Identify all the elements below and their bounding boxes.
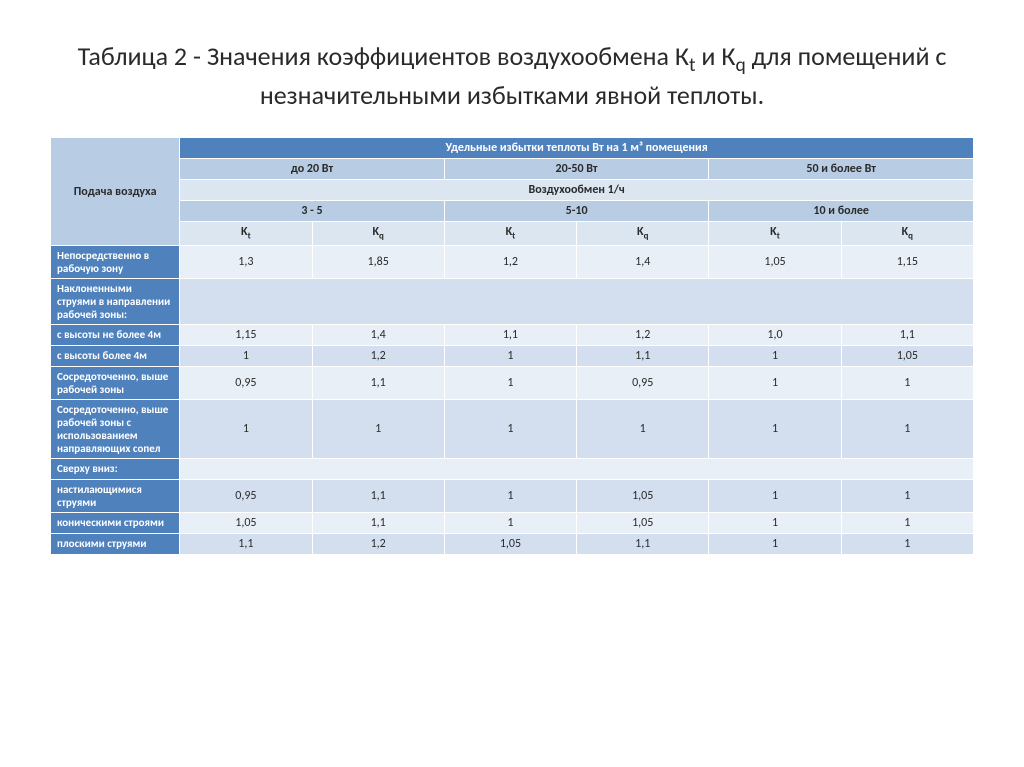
page-container: Таблица 2 - Значения коэффициентов возду… (0, 0, 1024, 585)
exchange-col-0: 3 - 5 (180, 201, 445, 222)
k-label-2: Kt (444, 222, 576, 245)
table-row: Наклоненными струями в направлении рабоч… (51, 278, 974, 324)
data-cell: 1,1 (312, 479, 444, 512)
row-label: плоскими струями (51, 533, 180, 554)
data-cell: 1,1 (577, 345, 709, 366)
data-cell: 1,85 (312, 245, 444, 278)
data-cell: 1,2 (577, 324, 709, 345)
heat-col-1: 20-50 Вт (444, 159, 709, 180)
empty-cell (180, 278, 974, 324)
exchange-col-1: 5-10 (444, 201, 709, 222)
heat-col-0: до 20 Вт (180, 159, 445, 180)
exchange-col-2: 10 и более (709, 201, 974, 222)
table-row: с высоты более 4м11,211,111,05 (51, 345, 974, 366)
data-cell: 1 (709, 366, 841, 399)
data-cell: 1 (841, 479, 973, 512)
data-cell: 1,05 (577, 479, 709, 512)
row-label: с высоты более 4м (51, 345, 180, 366)
data-cell: 1 (180, 399, 312, 458)
data-cell: 1 (312, 399, 444, 458)
data-cell: 1 (709, 479, 841, 512)
data-cell: 1,1 (180, 533, 312, 554)
data-cell: 1,3 (180, 245, 312, 278)
data-cell: 1,15 (180, 324, 312, 345)
row-label: Сосредоточенно, выше рабочей зоны с испо… (51, 399, 180, 458)
title-sub-q: q (735, 53, 745, 77)
data-cell: 1,1 (312, 366, 444, 399)
data-cell: 0,95 (180, 366, 312, 399)
data-cell: 1,1 (312, 512, 444, 533)
k-label-5: Kq (841, 222, 973, 245)
data-cell: 1,2 (444, 245, 576, 278)
table-row: Сосредоточенно, выше рабочей зоны с испо… (51, 399, 974, 458)
k-label-3: Kq (577, 222, 709, 245)
table-row: Сверху вниз: (51, 458, 974, 479)
data-cell: 1,05 (577, 512, 709, 533)
data-cell: 1 (841, 533, 973, 554)
data-cell: 1,2 (312, 345, 444, 366)
data-cell: 1 (841, 512, 973, 533)
row-label: Сосредоточенно, выше рабочей зоны (51, 366, 180, 399)
k-label-row: Kt Kq Kt Kq Kt Kq (51, 222, 974, 245)
data-cell: 1 (444, 479, 576, 512)
data-cell: 1,4 (312, 324, 444, 345)
row-label: Сверху вниз: (51, 458, 180, 479)
table-row: с высоты не более 4м1,151,41,11,21,01,1 (51, 324, 974, 345)
row-label: Непосредственно в рабочую зону (51, 245, 180, 278)
data-cell: 1,05 (709, 245, 841, 278)
data-cell: 1,05 (841, 345, 973, 366)
row-label: настилающимися струями (51, 479, 180, 512)
table-head: Подача воздуха Удельные избытки теплоты … (51, 138, 974, 245)
data-cell: 1 (444, 345, 576, 366)
data-cell: 1,1 (444, 324, 576, 345)
coefficients-table: Подача воздуха Удельные избытки теплоты … (50, 137, 974, 554)
data-cell: 1,2 (312, 533, 444, 554)
table-body: Непосредственно в рабочую зону1,31,851,2… (51, 245, 974, 554)
data-cell: 0,95 (577, 366, 709, 399)
data-cell: 1 (709, 345, 841, 366)
row-label: коническими строями (51, 512, 180, 533)
page-title: Таблица 2 - Значения коэффициентов возду… (50, 40, 974, 112)
data-cell: 1,1 (841, 324, 973, 345)
data-cell: 1,0 (709, 324, 841, 345)
data-cell: 0,95 (180, 479, 312, 512)
exchange-label: Воздухообмен 1/ч (180, 180, 974, 201)
data-cell: 1,1 (577, 533, 709, 554)
k-label-0: Kt (180, 222, 312, 245)
top-header: Удельные избытки теплоты Вт на 1 м³ поме… (180, 138, 974, 159)
data-cell: 1 (444, 512, 576, 533)
k-label-1: Kq (312, 222, 444, 245)
table-row: плоскими струями1,11,21,051,111 (51, 533, 974, 554)
data-cell: 1 (444, 399, 576, 458)
data-cell: 1 (180, 345, 312, 366)
title-text-2: и К (696, 40, 736, 72)
data-cell: 1 (841, 399, 973, 458)
k-label-4: Kt (709, 222, 841, 245)
heat-col-2: 50 и более Вт (709, 159, 974, 180)
data-cell: 1,05 (180, 512, 312, 533)
data-cell: 1 (444, 366, 576, 399)
table-row: настилающимися струями0,951,111,0511 (51, 479, 974, 512)
data-cell: 1,4 (577, 245, 709, 278)
empty-cell (180, 458, 974, 479)
data-cell: 1,05 (444, 533, 576, 554)
data-cell: 1 (709, 512, 841, 533)
data-cell: 1,15 (841, 245, 973, 278)
data-cell: 1 (841, 366, 973, 399)
row-label: Наклоненными струями в направлении рабоч… (51, 278, 180, 324)
table-row: Сосредоточенно, выше рабочей зоны0,951,1… (51, 366, 974, 399)
row-label: с высоты не более 4м (51, 324, 180, 345)
table-row: Непосредственно в рабочую зону1,31,851,2… (51, 245, 974, 278)
table-row: коническими строями1,051,111,0511 (51, 512, 974, 533)
data-cell: 1 (709, 399, 841, 458)
row-header-label: Подача воздуха (51, 138, 180, 245)
title-text-1: Таблица 2 - Значения коэффициентов возду… (78, 40, 689, 72)
data-cell: 1 (709, 533, 841, 554)
data-cell: 1 (577, 399, 709, 458)
